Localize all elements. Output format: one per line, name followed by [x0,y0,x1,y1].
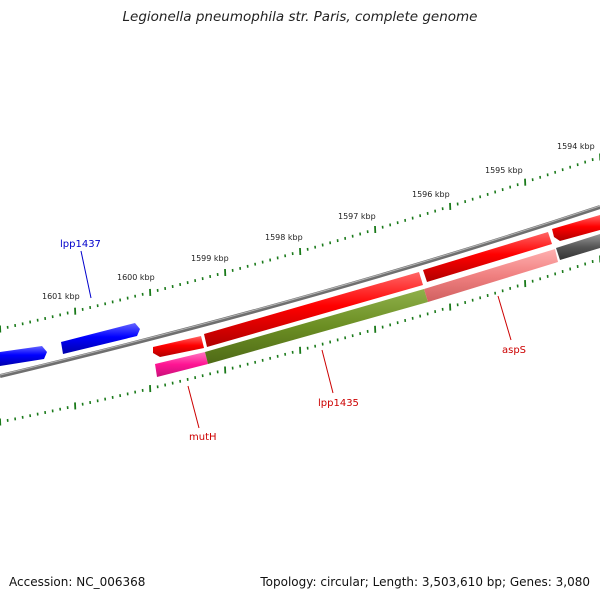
scale-label: 1597 kbp [338,212,376,221]
scale-label: 1596 kbp [412,190,450,199]
label-leader-line [321,349,334,394]
genome-backbone [0,205,600,378]
inner-scale-ticks [0,255,600,426]
gene-forward-strand[interactable] [552,215,600,241]
map-title: Legionella pneumophila str. Paris, compl… [122,9,478,25]
scale-label: 1601 kbp [42,292,80,301]
label-leader-line [187,385,200,429]
scale-label: 1599 kbp [191,254,229,263]
cds-other[interactable] [556,234,600,260]
gene-label-lpp1435: lpp1435 [318,398,359,409]
accession-label: Accession: NC_006368 [9,575,146,589]
gene-label-aspS: aspS [502,345,526,356]
gene-label-lpp1437: lpp1437 [60,239,101,250]
gene-reverse-strand[interactable] [0,346,47,366]
label-leader-line [80,250,92,299]
gene-label-mutH: mutH [189,432,217,443]
cds-aspS[interactable] [424,249,558,302]
cds-lpp1435[interactable] [205,289,428,364]
scale-label: 1600 kbp [117,273,155,282]
gene-forward-strand[interactable] [423,232,552,282]
scale-label: 1598 kbp [265,233,303,242]
cds-mutH[interactable] [155,352,208,377]
label-leader-line [497,295,512,341]
gene-forward-strand[interactable] [153,336,204,357]
outer-scale-ticks [0,153,600,333]
gene-lpp1437[interactable] [61,323,140,354]
genome-summary: Topology: circular; Length: 3,503,610 bp… [260,575,590,589]
gene-forward-strand[interactable] [204,272,423,347]
scale-label: 1594 kbp [557,142,595,151]
scale-label: 1595 kbp [485,166,523,175]
